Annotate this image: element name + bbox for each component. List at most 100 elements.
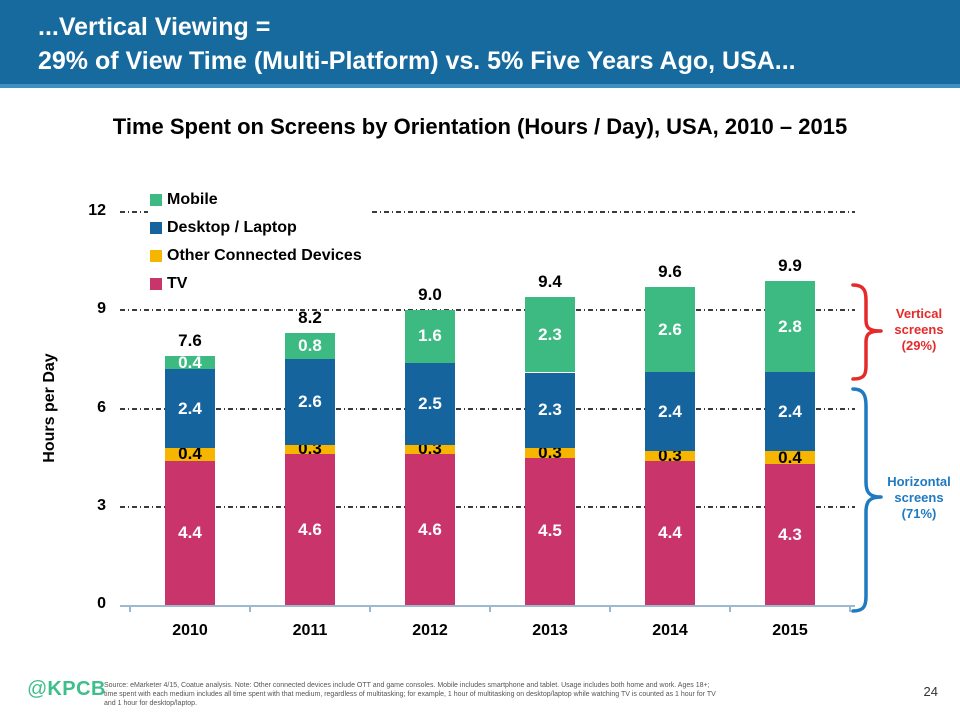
segment-value-label: 0.4 bbox=[178, 444, 202, 464]
x-axis-tick-0 bbox=[129, 605, 131, 612]
legend-marker-tv bbox=[150, 278, 162, 290]
bar-segment-desktop-laptop-2014: 2.4 bbox=[645, 372, 695, 452]
bar-segment-other-connected-devices-2013: 0.3 bbox=[525, 443, 575, 462]
legend-label: TV bbox=[167, 275, 188, 292]
bar-total-label-2011: 8.2 bbox=[298, 308, 322, 328]
segment-value-label: 4.4 bbox=[658, 522, 682, 542]
bar-segment-desktop-laptop-2010: 2.4 bbox=[165, 369, 215, 448]
annotation-vertical-screens: Vertical screens (29%) bbox=[880, 306, 958, 354]
bar-segment-tv-2012: 4.6 bbox=[405, 454, 455, 605]
kpcb-logo: @KPCB bbox=[27, 678, 106, 701]
legend-item-other-connected-devices: Other Connected Devices bbox=[150, 242, 362, 270]
annotation-horizontal-line1: Horizontal bbox=[887, 474, 951, 489]
x-axis-tick-5 bbox=[729, 605, 731, 612]
x-axis-tick-6 bbox=[849, 605, 851, 612]
bar-segment-tv-2013: 4.5 bbox=[525, 457, 575, 605]
segment-value-label: 0.4 bbox=[778, 447, 802, 467]
bar-segment-tv-2014: 4.4 bbox=[645, 460, 695, 605]
chart-title: Time Spent on Screens by Orientation (Ho… bbox=[112, 114, 848, 139]
y-tick-label-0: 0 bbox=[97, 595, 106, 612]
source-note: Source: eMarketer 4/15, Coatue analysis.… bbox=[104, 681, 894, 708]
legend-label: Mobile bbox=[167, 191, 218, 208]
header-banner: ...Vertical Viewing = 29% of View Time (… bbox=[0, 0, 960, 88]
segment-value-label: 2.8 bbox=[778, 316, 802, 336]
x-axis-label-2013: 2013 bbox=[532, 622, 568, 639]
y-tick-label-6: 6 bbox=[97, 398, 106, 416]
x-axis-tick-2 bbox=[369, 605, 371, 612]
bar-segment-mobile-2012: 1.6 bbox=[405, 310, 455, 363]
legend-label: Desktop / Laptop bbox=[167, 219, 297, 236]
segment-value-label: 2.4 bbox=[178, 398, 202, 418]
bar-segment-tv-2010: 4.4 bbox=[165, 460, 215, 605]
bar-segment-tv-2015: 4.3 bbox=[765, 464, 815, 605]
bar-segment-other-connected-devices-2015: 0.4 bbox=[765, 448, 815, 467]
bar-segment-other-connected-devices-2012: 0.3 bbox=[405, 439, 455, 458]
bar-segment-desktop-laptop-2012: 2.5 bbox=[405, 362, 455, 445]
x-axis-label-2014: 2014 bbox=[652, 622, 688, 639]
bar-segment-other-connected-devices-2014: 0.3 bbox=[645, 446, 695, 465]
segment-value-label: 2.6 bbox=[298, 391, 322, 411]
plot-area: 4.4 0.4 2.4 0.4 7.6 4.6 0.3 2.6 0.8 8.2 4.6 0.3 2.5 1… bbox=[120, 211, 855, 612]
gridline-6 bbox=[120, 407, 855, 410]
segment-value-label: 2.5 bbox=[418, 393, 442, 413]
legend-marker-desktop-laptop bbox=[150, 222, 162, 234]
kpcb-logo-at: @ bbox=[27, 678, 48, 700]
segment-value-label: 1.6 bbox=[418, 326, 442, 346]
gridline-3 bbox=[120, 505, 855, 508]
annotation-vertical-line1: Vertical bbox=[895, 306, 943, 321]
source-note-line2: time spent with each medium includes all… bbox=[104, 691, 716, 698]
legend-item-mobile: Mobile bbox=[150, 186, 362, 214]
x-axis-label-2015: 2015 bbox=[772, 622, 808, 639]
horizontal-screens-brace bbox=[851, 387, 883, 613]
segment-value-label: 4.6 bbox=[298, 519, 322, 539]
bar-segment-desktop-laptop-2015: 2.4 bbox=[765, 372, 815, 452]
legend-item-tv: TV bbox=[150, 270, 362, 298]
gridline-12 bbox=[120, 211, 855, 213]
segment-value-label: 2.4 bbox=[658, 401, 682, 421]
x-axis-label-2011: 2011 bbox=[292, 622, 328, 639]
bar-segment-mobile-2014: 2.6 bbox=[645, 287, 695, 373]
legend-label: Other Connected Devices bbox=[167, 247, 362, 264]
annotation-horizontal-line3: (71%) bbox=[901, 506, 937, 521]
source-note-line1: Source: eMarketer 4/15, Coatue analysis.… bbox=[104, 682, 710, 689]
bar-segment-other-connected-devices-2011: 0.3 bbox=[285, 439, 335, 458]
bar-segment-mobile-2010: 0.4 bbox=[165, 353, 215, 372]
segment-value-label: 4.5 bbox=[538, 521, 562, 541]
annotation-vertical-line2: screens bbox=[894, 322, 944, 337]
legend-marker-other-connected-devices bbox=[150, 250, 162, 262]
bar-segment-desktop-laptop-2013: 2.3 bbox=[525, 372, 575, 448]
x-axis-label-2010: 2010 bbox=[172, 622, 208, 639]
segment-value-label: 0.4 bbox=[178, 352, 202, 372]
bar-total-label-2012: 9.0 bbox=[418, 285, 442, 305]
bar-segment-mobile-2013: 2.3 bbox=[525, 297, 575, 373]
segment-value-label: 4.6 bbox=[418, 519, 442, 539]
x-axis-tick-1 bbox=[249, 605, 251, 612]
y-tick-label-9: 9 bbox=[97, 300, 106, 318]
source-note-line3: and 1 hour for desktop/laptop. bbox=[104, 700, 198, 707]
annotation-vertical-line3: (29%) bbox=[901, 338, 937, 353]
bar-total-label-2013: 9.4 bbox=[538, 272, 562, 292]
bar-segment-desktop-laptop-2011: 2.6 bbox=[285, 359, 335, 445]
annotation-horizontal-screens: Horizontal screens (71%) bbox=[880, 474, 958, 522]
page-number: 24 bbox=[923, 684, 938, 699]
vertical-screens-brace bbox=[851, 283, 883, 381]
header-title-line2: 29% of View Time (Multi-Platform) vs. 5%… bbox=[38, 47, 796, 75]
x-axis-tick-3 bbox=[489, 605, 491, 612]
bar-total-label-2010: 7.6 bbox=[178, 331, 202, 351]
segment-value-label: 2.3 bbox=[538, 324, 562, 344]
y-tick-label-3: 3 bbox=[97, 496, 106, 514]
segment-value-label: 2.4 bbox=[778, 401, 802, 421]
annotation-horizontal-line2: screens bbox=[894, 490, 944, 505]
bar-segment-mobile-2011: 0.8 bbox=[285, 333, 335, 360]
segment-value-label: 4.4 bbox=[178, 522, 202, 542]
segment-value-label: 4.3 bbox=[778, 524, 802, 544]
x-axis-label-2012: 2012 bbox=[412, 622, 448, 639]
bar-total-label-2015: 9.9 bbox=[778, 255, 802, 275]
gridline-9 bbox=[120, 309, 855, 312]
segment-value-label: 2.6 bbox=[658, 319, 682, 339]
legend: Mobile Desktop / Laptop Other Connected De… bbox=[148, 184, 372, 300]
segment-value-label: 0.8 bbox=[298, 336, 322, 356]
x-axis-tick-4 bbox=[609, 605, 611, 612]
y-tick-label-12: 12 bbox=[88, 202, 106, 219]
